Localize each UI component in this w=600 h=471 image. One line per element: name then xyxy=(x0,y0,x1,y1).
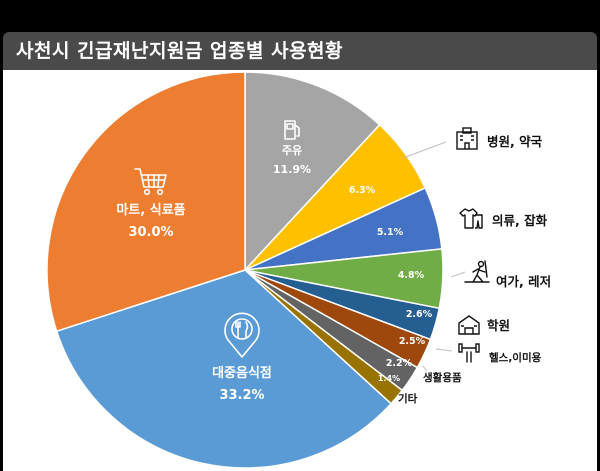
slice-value-label: 2.5% xyxy=(399,336,426,347)
slice-category-label: 마트, 식료품 xyxy=(116,202,185,218)
slice-category-label: 주유 xyxy=(282,144,302,157)
slice-label-group-8: 대중음식점 33.2% xyxy=(212,312,272,403)
slice-value-label: 5.1% xyxy=(377,227,404,238)
slice-category-label: 학원 xyxy=(487,318,510,333)
slice-label-group-7: 1.4% 기타 xyxy=(378,374,418,405)
slice-value-label: 30.0% xyxy=(128,225,173,240)
slice-label-group-9: 마트, 식료품 30.0% xyxy=(116,168,186,240)
slice-label-group-1: 6.3% 병원, 약국 xyxy=(349,127,543,196)
slice-label-group-5: 2.5% 헬스,이미용 xyxy=(399,336,542,364)
slice-value-label: 33.2% xyxy=(219,388,264,403)
slice-category-label: 병원, 약국 xyxy=(487,134,543,149)
hospital-icon xyxy=(456,127,478,150)
slice-label-group-6: 2.2% 생활용품 xyxy=(386,358,462,384)
slice-label-group-0: 주유 11.9% xyxy=(273,120,311,176)
slice-category-label: 기타 xyxy=(398,392,418,405)
academy-icon xyxy=(458,315,480,335)
slice-category-label: 생활용품 xyxy=(423,371,462,384)
leader-line xyxy=(450,271,466,278)
slice-value-label: 1.4% xyxy=(378,374,400,383)
slice-category-label: 헬스,이미용 xyxy=(489,351,542,364)
gas-pump-icon xyxy=(284,120,300,140)
slice-value-label: 2.2% xyxy=(386,358,413,369)
restaurant-icon xyxy=(224,312,260,358)
plot-area: 주유 11.9% 6.3% 병원, 약국 5.1% 의류, 잡화 4.8% 여가, 레저 2.6… xyxy=(3,70,597,471)
slice-value-label: 2.6% xyxy=(406,309,433,320)
leisure-icon xyxy=(464,260,490,283)
pie-slice-8 xyxy=(55,269,393,469)
slice-category-label: 여가, 레저 xyxy=(496,274,551,289)
chart-title: 사천시 긴급재난지원금 업종별 사용현황 xyxy=(3,32,597,70)
pie-chart: 주유 11.9% 6.3% 병원, 약국 5.1% 의류, 잡화 4.8% 여가, 레저 2.6… xyxy=(46,71,551,469)
slice-value-label: 11.9% xyxy=(273,163,311,176)
slice-category-label: 의류, 잡화 xyxy=(492,213,548,228)
leader-line xyxy=(402,141,447,159)
slice-label-group-2: 5.1% 의류, 잡화 xyxy=(377,208,548,238)
slice-category-label: 대중음식점 xyxy=(212,365,272,381)
slice-label-group-4: 2.6% 학원 xyxy=(406,309,510,335)
clothing-icon xyxy=(459,208,483,229)
pie-slice-0 xyxy=(244,71,381,272)
slice-value-label: 6.3% xyxy=(349,185,376,196)
pie-slice-9 xyxy=(46,71,246,333)
slice-label-group-3: 4.8% 여가, 레저 xyxy=(398,260,551,289)
cart-icon xyxy=(134,168,167,196)
slice-value-label: 4.8% xyxy=(398,270,425,281)
leader-line xyxy=(435,348,453,352)
fitness-icon xyxy=(458,343,480,363)
leader-line xyxy=(422,365,428,372)
